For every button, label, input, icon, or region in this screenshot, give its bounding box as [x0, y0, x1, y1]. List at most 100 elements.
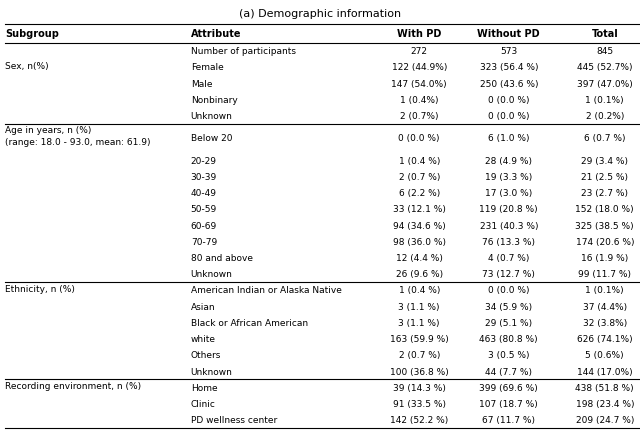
Text: 1 (0.4%): 1 (0.4%) — [400, 96, 438, 104]
Text: 0 (0.0 %): 0 (0.0 %) — [488, 286, 529, 295]
Text: white: white — [191, 335, 216, 343]
Text: Total: Total — [591, 29, 618, 39]
Text: 3 (1.1 %): 3 (1.1 %) — [399, 302, 440, 311]
Text: 21 (2.5 %): 21 (2.5 %) — [581, 172, 628, 181]
Text: Subgroup: Subgroup — [5, 29, 59, 39]
Text: 20-29: 20-29 — [191, 157, 217, 166]
Text: 94 (34.6 %): 94 (34.6 %) — [393, 221, 445, 230]
Text: 198 (23.4 %): 198 (23.4 %) — [575, 399, 634, 408]
Text: 399 (69.6 %): 399 (69.6 %) — [479, 383, 538, 392]
Text: 3 (0.5 %): 3 (0.5 %) — [488, 350, 529, 359]
Text: 231 (40.3 %): 231 (40.3 %) — [479, 221, 538, 230]
Text: 80 and above: 80 and above — [191, 253, 253, 262]
Text: Female: Female — [191, 63, 223, 72]
Text: 152 (18.0 %): 152 (18.0 %) — [575, 205, 634, 214]
Text: 0 (0.0 %): 0 (0.0 %) — [488, 112, 529, 121]
Text: 73 (12.7 %): 73 (12.7 %) — [483, 270, 535, 279]
Text: Recording environment, n (%): Recording environment, n (%) — [5, 381, 141, 390]
Text: 6 (0.7 %): 6 (0.7 %) — [584, 134, 625, 143]
Text: Number of participants: Number of participants — [191, 47, 296, 56]
Text: 122 (44.9%): 122 (44.9%) — [392, 63, 447, 72]
Text: 26 (9.6 %): 26 (9.6 %) — [396, 270, 443, 279]
Text: (a) Demographic information: (a) Demographic information — [239, 9, 401, 19]
Text: 163 (59.9 %): 163 (59.9 %) — [390, 335, 449, 343]
Text: 5 (0.6%): 5 (0.6%) — [586, 350, 624, 359]
Text: 323 (56.4 %): 323 (56.4 %) — [479, 63, 538, 72]
Text: 2 (0.7 %): 2 (0.7 %) — [399, 350, 440, 359]
Text: American Indian or Alaska Native: American Indian or Alaska Native — [191, 286, 342, 295]
Text: Male: Male — [191, 80, 212, 89]
Text: Black or African American: Black or African American — [191, 318, 308, 327]
Text: 174 (20.6 %): 174 (20.6 %) — [575, 237, 634, 246]
Text: 44 (7.7 %): 44 (7.7 %) — [485, 367, 532, 376]
Text: 2 (0.7 %): 2 (0.7 %) — [399, 172, 440, 181]
Text: Attribute: Attribute — [191, 29, 241, 39]
Text: 445 (52.7%): 445 (52.7%) — [577, 63, 632, 72]
Text: Below 20: Below 20 — [191, 134, 232, 143]
Text: 33 (12.1 %): 33 (12.1 %) — [393, 205, 445, 214]
Text: 1 (0.4 %): 1 (0.4 %) — [399, 286, 440, 295]
Text: Nonbinary: Nonbinary — [191, 96, 237, 104]
Text: 23 (2.7 %): 23 (2.7 %) — [581, 189, 628, 198]
Text: Asian: Asian — [191, 302, 215, 311]
Text: 99 (11.7 %): 99 (11.7 %) — [579, 270, 631, 279]
Text: 573: 573 — [500, 47, 517, 56]
Text: 0 (0.0 %): 0 (0.0 %) — [488, 96, 529, 104]
Text: 17 (3.0 %): 17 (3.0 %) — [485, 189, 532, 198]
Text: 144 (17.0%): 144 (17.0%) — [577, 367, 632, 376]
Text: 397 (47.0%): 397 (47.0%) — [577, 80, 633, 89]
Text: 6 (1.0 %): 6 (1.0 %) — [488, 134, 529, 143]
Text: 325 (38.5 %): 325 (38.5 %) — [575, 221, 634, 230]
Text: 142 (52.2 %): 142 (52.2 %) — [390, 415, 449, 424]
Text: Age in years, n (%)
(range: 18.0 - 93.0, mean: 61.9): Age in years, n (%) (range: 18.0 - 93.0,… — [5, 126, 150, 146]
Text: 845: 845 — [596, 47, 613, 56]
Text: 19 (3.3 %): 19 (3.3 %) — [485, 172, 532, 181]
Text: 50-59: 50-59 — [191, 205, 217, 214]
Text: 1 (0.1%): 1 (0.1%) — [586, 96, 624, 104]
Text: 30-39: 30-39 — [191, 172, 217, 181]
Text: 29 (5.1 %): 29 (5.1 %) — [485, 318, 532, 327]
Text: 98 (36.0 %): 98 (36.0 %) — [393, 237, 445, 246]
Text: 626 (74.1%): 626 (74.1%) — [577, 335, 632, 343]
Text: 2 (0.2%): 2 (0.2%) — [586, 112, 624, 121]
Text: With PD: With PD — [397, 29, 442, 39]
Text: 34 (5.9 %): 34 (5.9 %) — [485, 302, 532, 311]
Text: 16 (1.9 %): 16 (1.9 %) — [581, 253, 628, 262]
Text: 37 (4.4%): 37 (4.4%) — [583, 302, 627, 311]
Text: 250 (43.6 %): 250 (43.6 %) — [479, 80, 538, 89]
Text: 463 (80.8 %): 463 (80.8 %) — [479, 335, 538, 343]
Text: 28 (4.9 %): 28 (4.9 %) — [485, 157, 532, 166]
Text: 209 (24.7 %): 209 (24.7 %) — [575, 415, 634, 424]
Text: 272: 272 — [411, 47, 428, 56]
Text: Home: Home — [191, 383, 218, 392]
Text: 438 (51.8 %): 438 (51.8 %) — [575, 383, 634, 392]
Text: 119 (20.8 %): 119 (20.8 %) — [479, 205, 538, 214]
Text: Without PD: Without PD — [477, 29, 540, 39]
Text: 91 (33.5 %): 91 (33.5 %) — [393, 399, 445, 408]
Text: Unknown: Unknown — [191, 367, 232, 376]
Text: 67 (11.7 %): 67 (11.7 %) — [483, 415, 535, 424]
Text: 6 (2.2 %): 6 (2.2 %) — [399, 189, 440, 198]
Text: Sex, n(%): Sex, n(%) — [5, 61, 49, 71]
Text: Clinic: Clinic — [191, 399, 216, 408]
Text: 40-49: 40-49 — [191, 189, 217, 198]
Text: 2 (0.7%): 2 (0.7%) — [400, 112, 438, 121]
Text: Unknown: Unknown — [191, 112, 232, 121]
Text: 100 (36.8 %): 100 (36.8 %) — [390, 367, 449, 376]
Text: Others: Others — [191, 350, 221, 359]
Text: 12 (4.4 %): 12 (4.4 %) — [396, 253, 443, 262]
Text: 147 (54.0%): 147 (54.0%) — [392, 80, 447, 89]
Text: 39 (14.3 %): 39 (14.3 %) — [393, 383, 445, 392]
Text: 4 (0.7 %): 4 (0.7 %) — [488, 253, 529, 262]
Text: 107 (18.7 %): 107 (18.7 %) — [479, 399, 538, 408]
Text: PD wellness center: PD wellness center — [191, 415, 277, 424]
Text: Unknown: Unknown — [191, 270, 232, 279]
Text: 1 (0.1%): 1 (0.1%) — [586, 286, 624, 295]
Text: 60-69: 60-69 — [191, 221, 217, 230]
Text: 3 (1.1 %): 3 (1.1 %) — [399, 318, 440, 327]
Text: 0 (0.0 %): 0 (0.0 %) — [399, 134, 440, 143]
Text: 70-79: 70-79 — [191, 237, 217, 246]
Text: Ethnicity, n (%): Ethnicity, n (%) — [5, 284, 75, 293]
Text: 29 (3.4 %): 29 (3.4 %) — [581, 157, 628, 166]
Text: 32 (3.8%): 32 (3.8%) — [582, 318, 627, 327]
